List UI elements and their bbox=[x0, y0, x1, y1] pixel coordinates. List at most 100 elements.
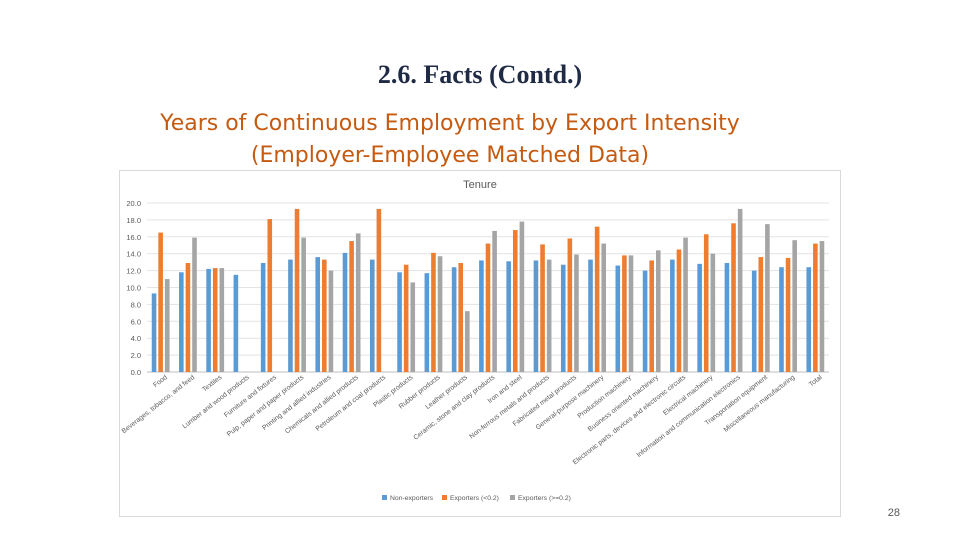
bar-exporters-low bbox=[322, 259, 327, 372]
bar-non-exporters bbox=[451, 267, 457, 372]
bar-non-exporters bbox=[697, 263, 702, 372]
bar-non-exporters bbox=[506, 261, 511, 372]
y-tick-label: 16.0 bbox=[126, 233, 141, 242]
bar-exporters-high bbox=[792, 240, 797, 372]
bar-non-exporters bbox=[179, 272, 184, 372]
bar-non-exporters bbox=[424, 273, 430, 372]
bar-exporters-low bbox=[403, 264, 409, 372]
bar-exporters-high bbox=[655, 250, 661, 372]
bar-exporters-high bbox=[192, 237, 197, 372]
chart-title: Tenure bbox=[463, 179, 497, 191]
bar-non-exporters bbox=[533, 260, 539, 372]
bar-exporters-low bbox=[212, 268, 218, 372]
bar-exporters-low bbox=[376, 208, 382, 372]
bar-non-exporters bbox=[151, 293, 157, 372]
bar-exporters-low bbox=[813, 243, 818, 372]
bar-exporters-low bbox=[349, 241, 354, 372]
bar-exporters-high bbox=[819, 241, 825, 372]
legend-label: Exporters (>=0.2) bbox=[518, 495, 571, 502]
bar-exporters-high bbox=[465, 311, 470, 372]
bar-exporters-low bbox=[758, 257, 764, 372]
bar-exporters-high bbox=[519, 221, 525, 372]
bar-non-exporters bbox=[260, 262, 266, 372]
bar-exporters-high bbox=[765, 224, 770, 373]
bar-exporters-low bbox=[676, 249, 682, 372]
chart-heading: Years of Continuous Employment by Export… bbox=[100, 108, 800, 172]
bar-exporters-high bbox=[683, 237, 688, 372]
bar-non-exporters bbox=[588, 259, 593, 372]
bar-non-exporters bbox=[315, 257, 321, 372]
bar-exporters-low bbox=[458, 262, 464, 372]
bar-exporters-high bbox=[574, 254, 579, 372]
bar-exporters-low bbox=[785, 257, 791, 372]
bar-non-exporters bbox=[233, 274, 239, 372]
bar-non-exporters bbox=[342, 252, 348, 372]
bar-non-exporters bbox=[724, 262, 730, 372]
bar-exporters-high bbox=[219, 268, 225, 372]
bar-exporters-high bbox=[437, 256, 443, 372]
bar-exporters-low bbox=[567, 238, 573, 372]
bar-exporters-low bbox=[185, 262, 191, 372]
y-tick-label: 12.0 bbox=[126, 267, 141, 276]
bar-exporters-high bbox=[546, 259, 552, 372]
bar-exporters-high bbox=[737, 208, 743, 372]
bar-exporters-high bbox=[355, 233, 361, 372]
bar-non-exporters bbox=[806, 267, 812, 372]
legend-swatch bbox=[510, 495, 515, 500]
bar-exporters-low bbox=[731, 223, 736, 372]
bar-exporters-high bbox=[710, 253, 716, 372]
bar-exporters-high bbox=[492, 230, 497, 372]
tenure-bar-chart: Tenure 0.0 2.0 4.0 6.0 8.0 10.0 12.0 14.0 16.0 18.… bbox=[121, 179, 829, 502]
bar-exporters-low bbox=[622, 255, 627, 372]
legend-label: Non-exporters bbox=[390, 495, 434, 502]
chart-heading-line-1: Years of Continuous Employment by Export… bbox=[160, 111, 740, 136]
x-category-label: Food bbox=[152, 374, 169, 389]
x-category-label: Textiles bbox=[201, 374, 224, 394]
bar-exporters-high bbox=[164, 279, 170, 372]
y-tick-label: 8.0 bbox=[131, 300, 141, 309]
slide-title: 2.6. Facts (Contd.) bbox=[377, 60, 583, 89]
bar-non-exporters bbox=[560, 264, 566, 372]
chart-frame: Tenure 0.0 2.0 4.0 6.0 8.0 10.0 12.0 14.0 16.0 18.… bbox=[119, 170, 841, 517]
bar-non-exporters bbox=[751, 270, 757, 372]
bar-non-exporters bbox=[479, 260, 484, 372]
y-tick-label: 2.0 bbox=[131, 351, 141, 360]
bar-exporters-high bbox=[628, 255, 634, 372]
bar-non-exporters bbox=[779, 267, 784, 372]
bar-exporters-low bbox=[540, 244, 545, 372]
x-category-label: Total bbox=[808, 374, 824, 389]
y-tick-label: 10.0 bbox=[126, 284, 141, 293]
bar-exporters-low bbox=[649, 260, 654, 372]
bar-exporters-low bbox=[158, 232, 163, 372]
x-category-label: Information and communication electronic… bbox=[636, 374, 743, 459]
bar-exporters-low bbox=[267, 219, 273, 372]
y-tick-label: 0.0 bbox=[131, 368, 141, 377]
bar-exporters-low bbox=[703, 234, 709, 372]
bar-exporters-high bbox=[301, 237, 306, 372]
bar-exporters-low bbox=[294, 208, 300, 372]
bar-non-exporters bbox=[670, 259, 675, 372]
chart-heading-line-2: (Employer-Employee Matched Data) bbox=[250, 143, 650, 168]
y-tick-label: 4.0 bbox=[131, 334, 141, 343]
bar-exporters-high bbox=[410, 282, 416, 372]
bar-non-exporters bbox=[206, 268, 211, 372]
legend-label: Exporters (<0.2) bbox=[450, 495, 499, 502]
legend-swatch bbox=[382, 495, 387, 500]
legend-swatch bbox=[442, 495, 447, 500]
bar-non-exporters bbox=[615, 265, 621, 372]
y-tick-label: 14.0 bbox=[126, 250, 141, 259]
y-tick-label: 6.0 bbox=[131, 317, 141, 326]
bar-non-exporters bbox=[369, 259, 375, 372]
bar-exporters-low bbox=[512, 230, 518, 372]
page-number: 28 bbox=[887, 507, 900, 519]
bar-non-exporters bbox=[288, 259, 293, 372]
y-tick-label: 18.0 bbox=[126, 216, 141, 225]
bar-exporters-low bbox=[485, 243, 491, 372]
bar-exporters-high bbox=[601, 243, 607, 372]
bar-exporters-high bbox=[328, 270, 334, 372]
bar-exporters-low bbox=[594, 226, 600, 372]
bar-exporters-low bbox=[431, 252, 436, 372]
x-category-label: Electrical machinery bbox=[662, 374, 715, 417]
bar-non-exporters bbox=[397, 272, 402, 372]
y-tick-label: 20.0 bbox=[126, 199, 141, 208]
